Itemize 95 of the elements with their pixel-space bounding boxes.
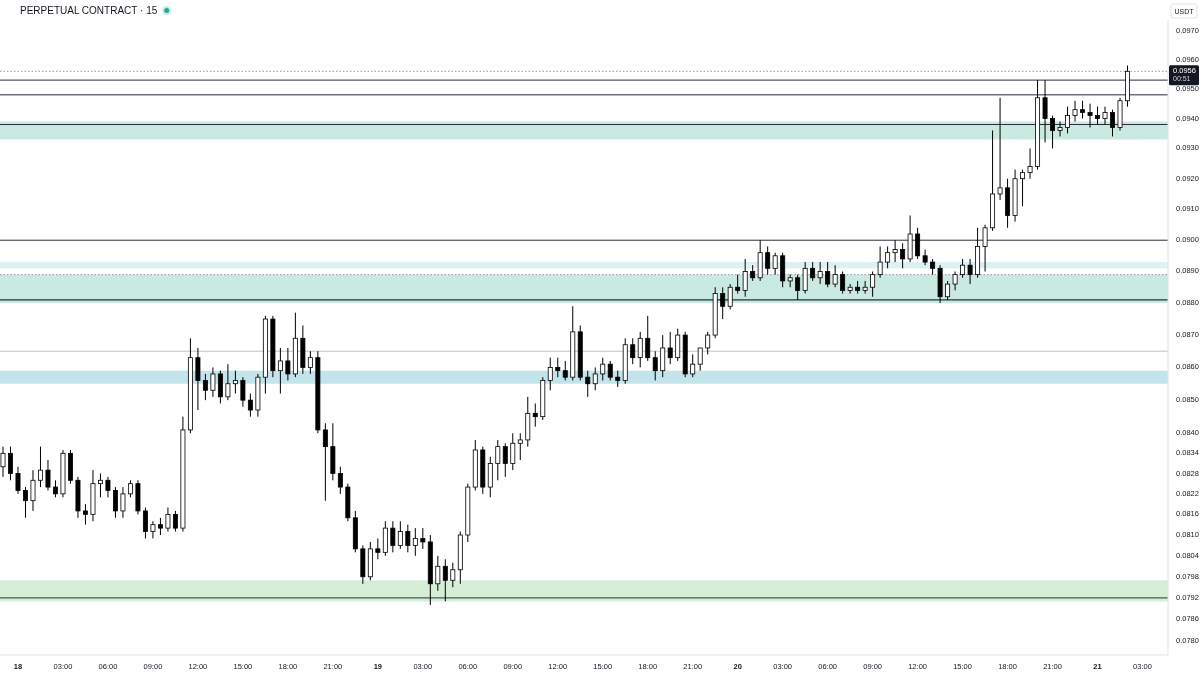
candlestick (832, 264, 838, 288)
candlestick (1102, 106, 1108, 125)
candlestick (997, 97, 1003, 201)
candlestick (165, 507, 171, 533)
candlestick (847, 283, 853, 295)
candlestick (870, 270, 876, 298)
candlestick (742, 258, 748, 298)
candlestick (765, 245, 771, 276)
candlestick (23, 486, 28, 519)
candlestick (960, 258, 966, 279)
candlestick (495, 439, 501, 481)
candlestick (38, 446, 43, 488)
candlestick (30, 469, 36, 512)
candlestick (1020, 169, 1026, 207)
candlestick (240, 376, 246, 408)
candlestick (697, 347, 703, 372)
candlestick (645, 315, 651, 362)
candlestick (1110, 109, 1115, 137)
candlestick (810, 261, 816, 282)
candlestick (915, 227, 921, 260)
candlestick (705, 331, 711, 355)
candlestick (120, 486, 126, 519)
candlestick (690, 353, 696, 378)
candlestick (840, 270, 846, 295)
candlestick (202, 373, 208, 401)
candlestick (435, 555, 441, 592)
candlestick (802, 261, 808, 295)
candlestick (555, 357, 561, 378)
candlestick (112, 486, 118, 519)
candlestick (982, 224, 988, 272)
candlestick (585, 370, 591, 398)
candlestick (547, 357, 553, 391)
candlestick (660, 334, 666, 378)
candlestick (600, 357, 606, 381)
candlestick (375, 537, 381, 560)
candlestick (502, 442, 508, 478)
candlestick (862, 280, 868, 295)
candlestick (8, 446, 13, 481)
candlestick (487, 456, 493, 498)
candlestick (900, 242, 906, 269)
candlestick (735, 274, 741, 295)
candlestick (1087, 103, 1093, 128)
candlestick (1057, 121, 1063, 137)
candlestick (285, 347, 291, 381)
candlestick (1072, 100, 1078, 123)
candlestick (1065, 106, 1070, 134)
candlestick (817, 261, 823, 285)
candlestick (675, 328, 681, 362)
candlestick (247, 393, 253, 418)
candlestick (637, 331, 643, 368)
candlestick (217, 370, 223, 404)
candlestick (772, 252, 778, 276)
candlestick (825, 261, 831, 288)
candlestick (510, 432, 516, 471)
candlestick (225, 363, 231, 401)
candlestick (450, 562, 456, 588)
candlestick (232, 370, 238, 395)
candlestick (15, 466, 21, 495)
candlestick (607, 360, 613, 381)
candlestick (892, 239, 898, 263)
candlestick (397, 520, 403, 550)
candlestick (45, 459, 51, 491)
candlestick (442, 558, 448, 602)
candlestick (630, 337, 636, 365)
candlestick (277, 347, 283, 395)
candlestick (652, 350, 658, 381)
candlestick (1027, 147, 1033, 180)
candlestick (885, 245, 891, 269)
candlestick (952, 270, 958, 291)
candlestick (667, 331, 673, 365)
candlestick (210, 366, 216, 398)
candlestick (337, 466, 343, 495)
candlestick (1042, 79, 1048, 143)
candlestick (105, 476, 111, 498)
candlestick (390, 520, 396, 553)
candlestick (877, 245, 883, 279)
candlestick (967, 258, 973, 285)
candlestick (1050, 115, 1056, 149)
candlestick (142, 507, 148, 539)
candlestick (420, 527, 426, 550)
candlestick (517, 432, 523, 461)
candlestick (195, 347, 201, 411)
candlestick (150, 520, 156, 539)
candlestick (0, 446, 6, 478)
candlestick (172, 510, 178, 533)
candlestick (412, 527, 418, 557)
candlestick (322, 422, 328, 502)
candlestick (405, 524, 411, 553)
candlestick (83, 503, 88, 526)
candlestick (98, 473, 103, 498)
candlestick (307, 350, 313, 375)
chart-title: PERPETUAL CONTRACT · 15 (20, 5, 158, 16)
candlestick (532, 402, 538, 428)
candlestick (592, 366, 598, 391)
candlestick (562, 360, 568, 381)
